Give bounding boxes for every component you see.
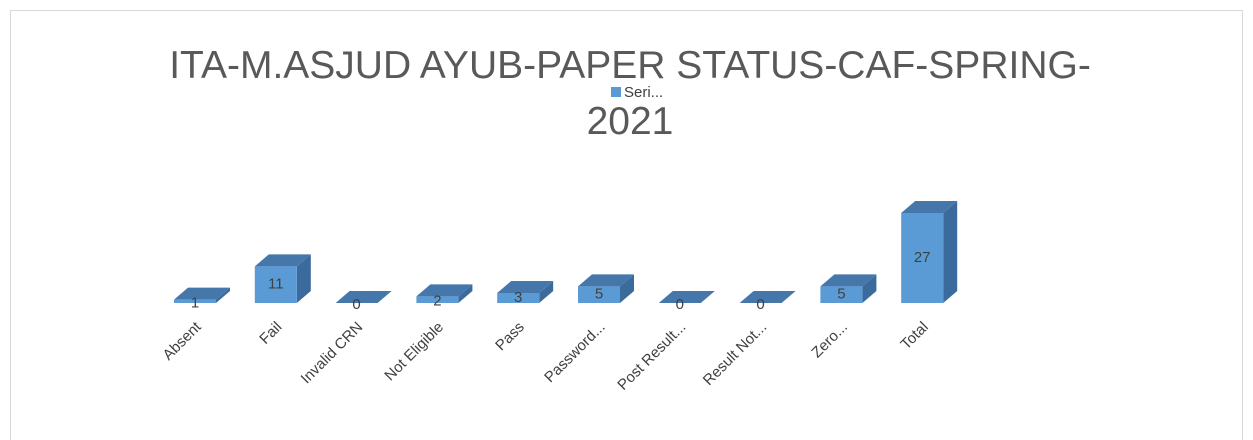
x-tick-label: Password... [541, 319, 608, 386]
x-tick-label: Pass [492, 319, 528, 355]
x-tick-label: Fail [256, 319, 285, 348]
legend-label: Seri... [624, 84, 663, 101]
x-tick-label: Post Result... [614, 319, 689, 394]
bar-side [943, 201, 958, 303]
bar [820, 286, 863, 303]
data-label: 5 [595, 286, 603, 303]
bar [254, 266, 297, 303]
bar-top [739, 291, 796, 303]
bar-side [620, 274, 634, 303]
bar-top [578, 274, 634, 287]
x-tick-label: Result Not... [700, 319, 770, 389]
bar [497, 293, 540, 303]
bar-side [539, 281, 554, 303]
bar-side [862, 274, 877, 303]
bar-side [296, 254, 311, 303]
bar [416, 296, 459, 303]
bar-side [216, 287, 230, 303]
bar-top [901, 201, 958, 213]
data-label: 0 [756, 296, 764, 313]
bar-top [416, 284, 473, 297]
x-tick-label: Absent [160, 318, 206, 364]
bar-top [174, 287, 230, 300]
x-tick-label: Zero... [808, 319, 851, 362]
data-label: 5 [837, 286, 845, 303]
x-tick-label: Total [897, 319, 931, 353]
x-tick-label: Not Eligible [381, 319, 447, 385]
data-label: 0 [352, 296, 360, 313]
bar-top [658, 291, 715, 303]
bar-top [335, 291, 392, 303]
data-label: 1 [191, 294, 199, 311]
bar [174, 299, 216, 303]
bar-side [458, 284, 473, 303]
x-tick-label: Invalid CRN [298, 319, 367, 388]
bar-top [820, 274, 877, 287]
chart-title: ITA-M.ASJUD AYUB-PAPER STATUS-CAF-SPRING… [169, 44, 1091, 143]
chart-border [10, 10, 1243, 440]
bar-top [254, 254, 311, 267]
data-label: 11 [268, 276, 284, 293]
data-label: 0 [676, 296, 684, 313]
bar [578, 286, 620, 303]
legend-swatch [611, 87, 621, 97]
data-label: 3 [514, 289, 522, 306]
bar-top [497, 281, 554, 293]
data-label: 27 [914, 249, 931, 266]
data-label: 2 [433, 293, 441, 310]
bar [901, 213, 944, 303]
